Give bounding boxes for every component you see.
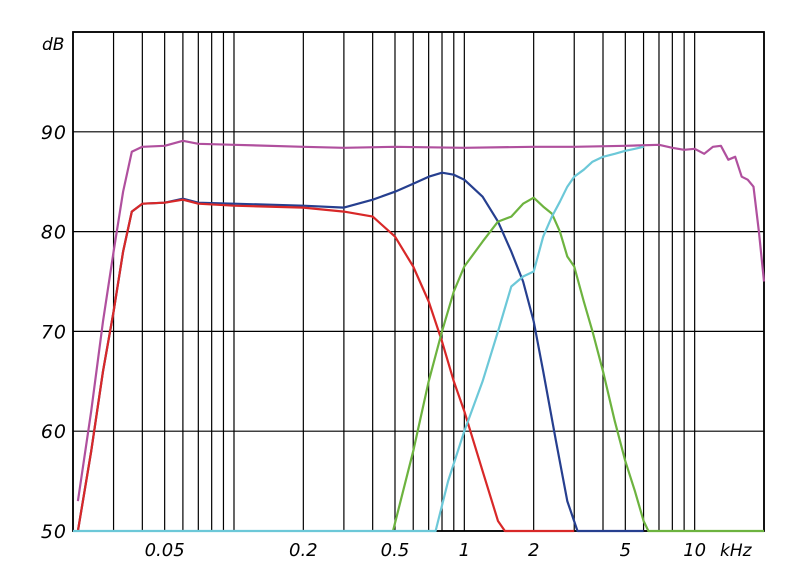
y-tick-labels: 50 60 70 80 90: [41, 122, 67, 543]
x-tick-label: 2: [528, 540, 539, 561]
grid: [72, 31, 765, 532]
series-group: [73, 139, 766, 533]
x-tick-label: 0.5: [381, 540, 410, 561]
y-tick-label: 70: [41, 321, 67, 343]
y-tick-label: 90: [41, 122, 67, 144]
x-tick-labels: 0.05 0.2 0.5 1 2 5 10: [145, 540, 706, 561]
series-line-5: [73, 145, 644, 533]
x-tick-label: 0.2: [289, 540, 318, 561]
series-line-3: [76, 198, 575, 533]
y-tick-label: 50: [41, 521, 67, 543]
x-axis-unit: kHz: [720, 541, 753, 561]
y-tick-label: 60: [41, 421, 67, 443]
plot-frame: [72, 31, 765, 532]
y-tick-label: 80: [41, 222, 67, 244]
x-tick-label: 0.05: [145, 540, 185, 561]
series-line-1: [76, 139, 766, 502]
x-tick-label: 5: [620, 540, 631, 561]
y-axis-unit: dB: [42, 35, 64, 55]
series-line-4: [391, 196, 764, 533]
x-tick-label: 10: [683, 540, 706, 561]
x-tick-label: 1: [459, 540, 470, 561]
